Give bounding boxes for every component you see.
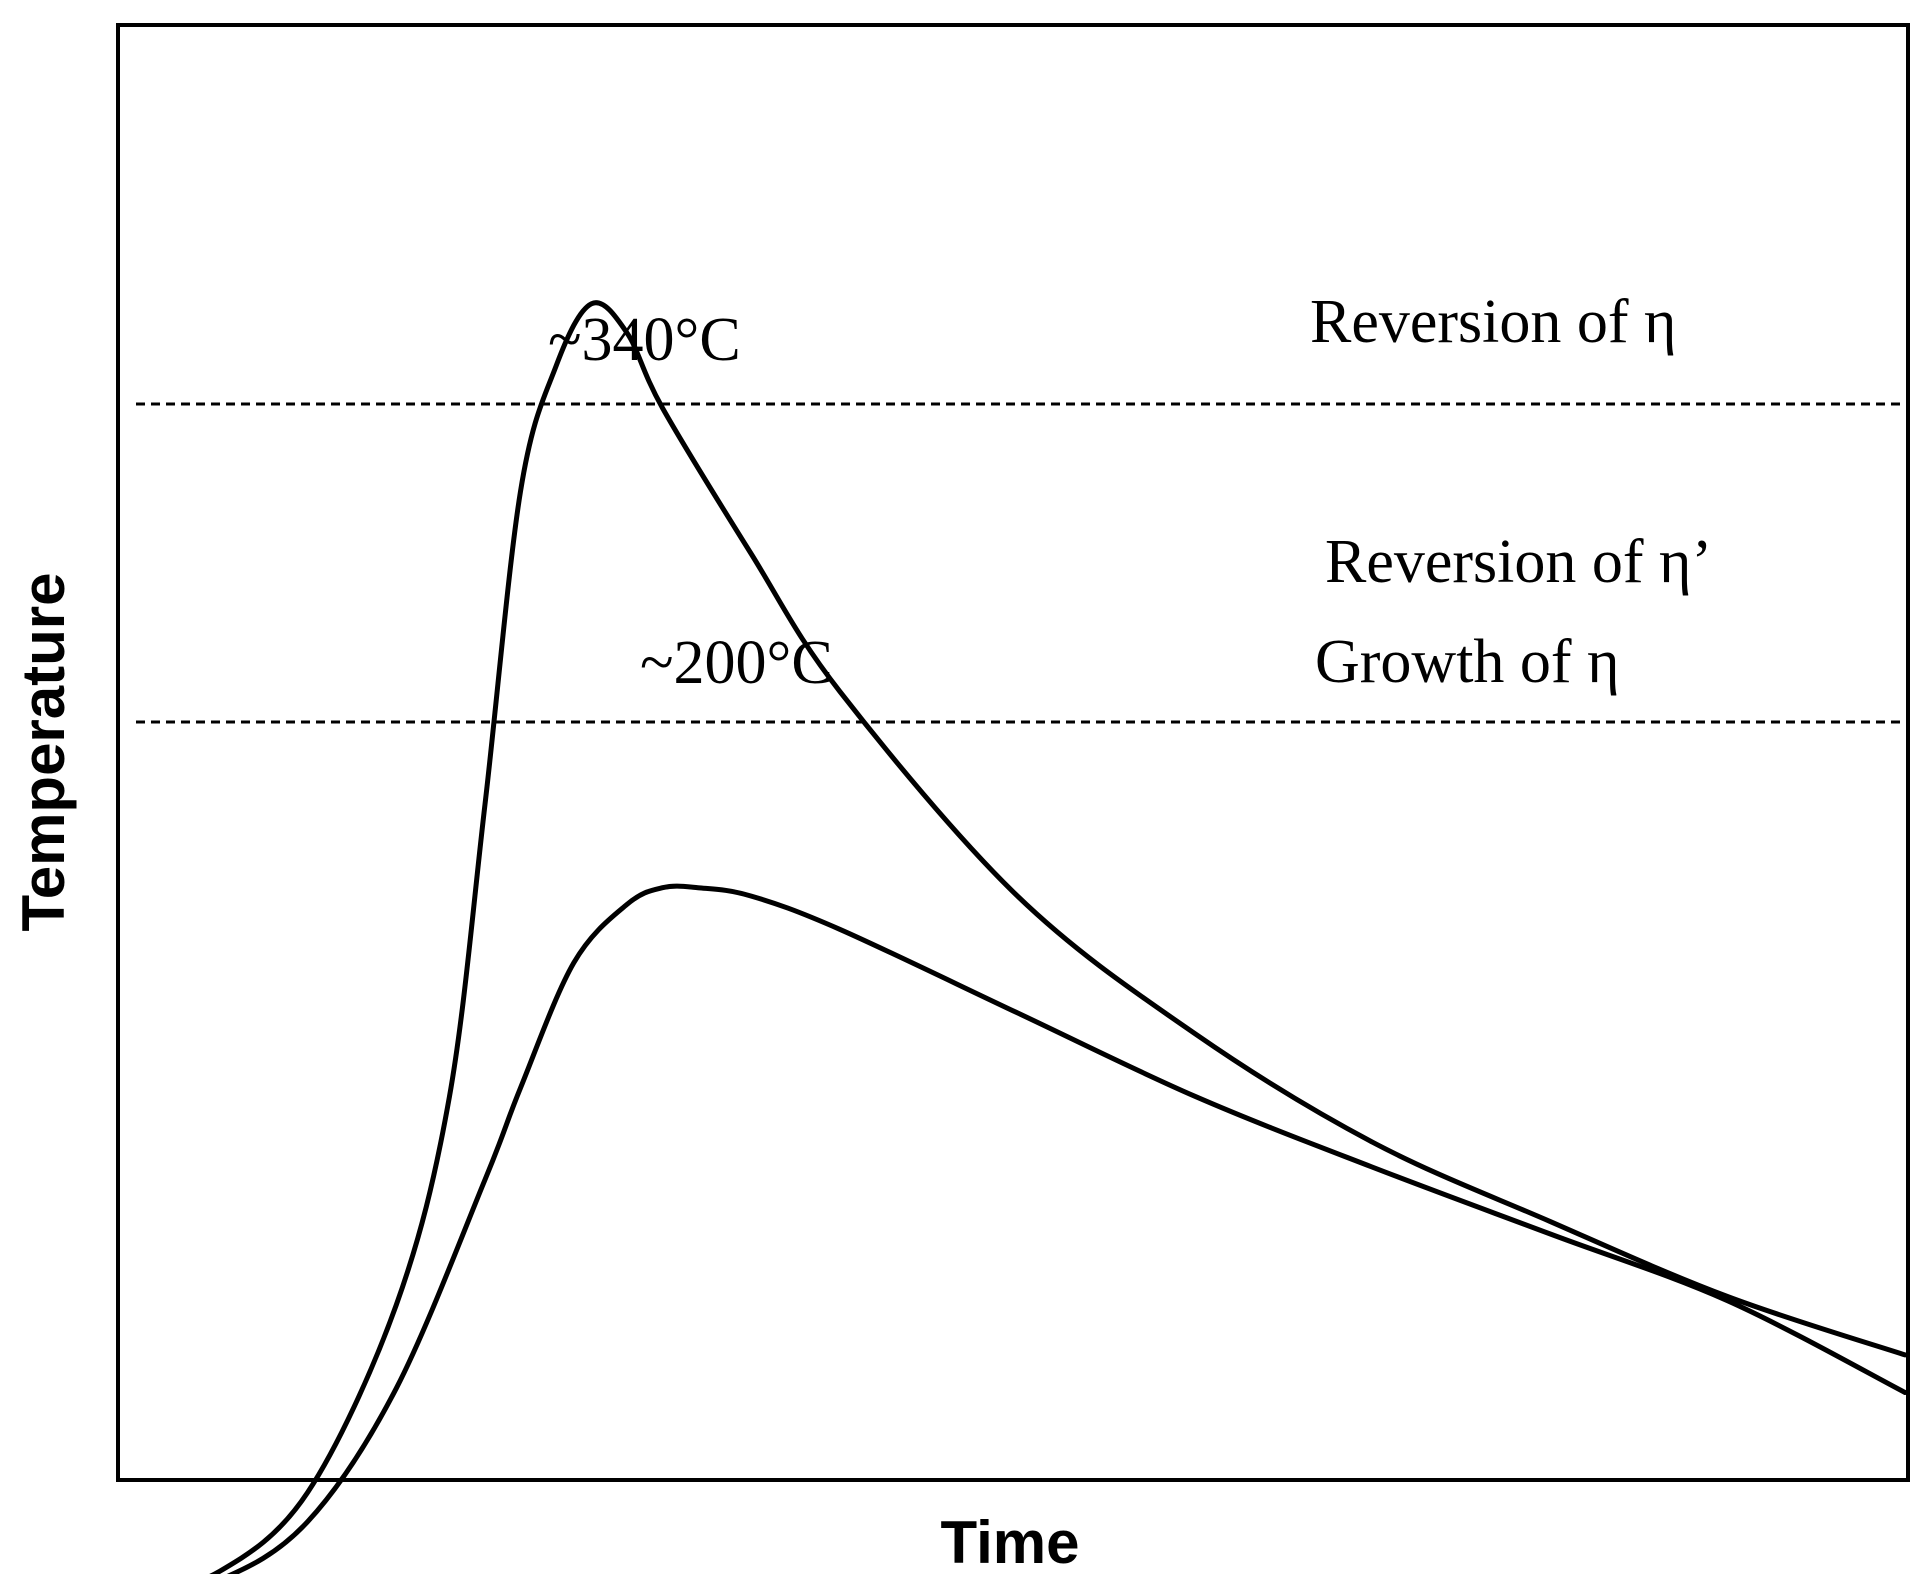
plot-frame <box>116 23 1910 1482</box>
peak-label-high: ~340°C <box>548 306 741 374</box>
x-axis-label: Time <box>941 1509 1080 1574</box>
series-line-high-temperature <box>209 300 1908 1574</box>
region-label-growth-eta: Growth of η <box>1315 628 1620 696</box>
region-label-reversion-eta: Reversion of η <box>1310 288 1676 356</box>
peak-label-low: ~200°C <box>640 629 833 697</box>
region-label-reversion-eta-prime: Reversion of η’ <box>1325 528 1712 596</box>
series-line-low-temperature <box>226 883 1908 1574</box>
y-axis-label: Temperature <box>10 572 77 931</box>
